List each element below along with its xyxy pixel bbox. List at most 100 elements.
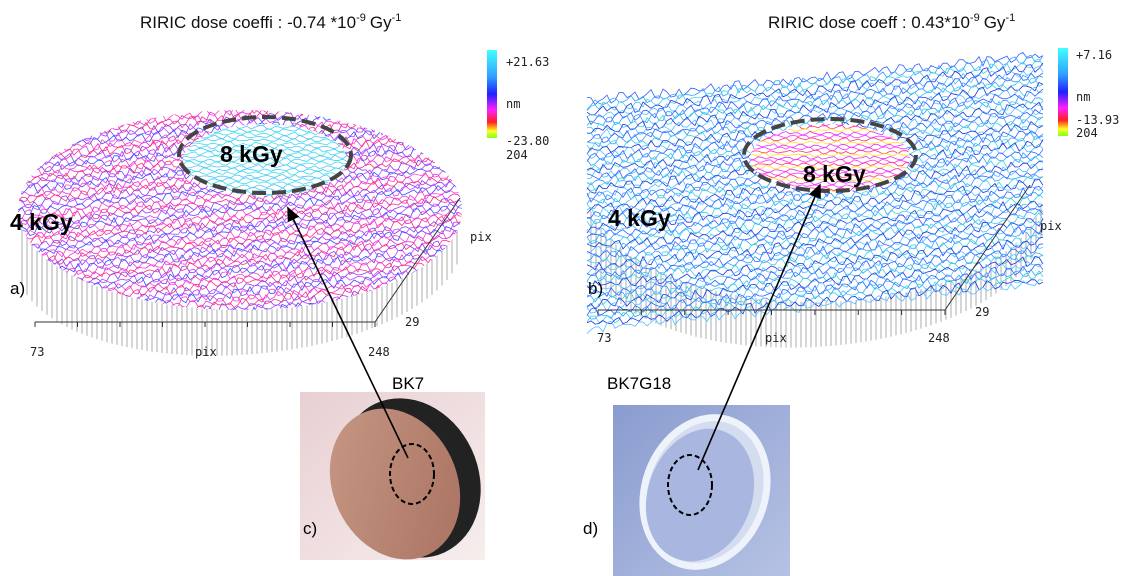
contour-line: [586, 270, 1044, 324]
contour-line: [586, 194, 1044, 247]
contour-line: [18, 169, 462, 223]
panel-title: RIRIC dose coeff : 0.43*10-9 Gy-1: [768, 12, 1015, 32]
inner-dose: 8 kGy: [220, 141, 283, 167]
contour-line: [586, 268, 1044, 320]
contour-line: [586, 254, 1044, 307]
colorbar-extra: 204: [506, 148, 528, 162]
photo-label: c): [303, 519, 317, 538]
colorbar-max: +7.16: [1076, 48, 1112, 62]
contour-line: [750, 152, 910, 158]
photo-name: BK7: [392, 374, 424, 393]
contour-line: [18, 270, 462, 310]
x-start: 73: [597, 331, 611, 345]
contour-line: [18, 225, 462, 277]
contour-line: [183, 141, 347, 147]
contour-line: [586, 206, 1044, 258]
panel-label: b): [588, 279, 603, 298]
contour-line: [750, 137, 910, 142]
contour-line: [183, 144, 347, 150]
contour-line: [586, 229, 1044, 282]
contour-line: [18, 202, 462, 254]
contour-line: [586, 175, 1044, 229]
x-end: 248: [928, 331, 950, 345]
contour-line: [586, 234, 1044, 284]
contour-line: [586, 86, 1044, 139]
photo-label: d): [583, 519, 598, 538]
contour-line: [750, 167, 910, 173]
arrow: [697, 183, 821, 471]
contour-line: [586, 51, 1044, 106]
contour-line: [183, 134, 347, 140]
contour-line: [18, 195, 462, 248]
contour-line: [183, 131, 347, 137]
colorbar: [487, 50, 497, 138]
contour-line: [750, 177, 910, 183]
contour-line: [586, 220, 1044, 275]
colorbar-min: -13.93: [1076, 113, 1119, 127]
contour-line: [18, 236, 462, 287]
contour-line: [183, 154, 347, 160]
contour-line: [18, 177, 462, 231]
contour-line: [183, 177, 347, 182]
contour-line: [18, 172, 462, 225]
colorbar-max: +21.63: [506, 55, 549, 69]
contour-line: [183, 170, 347, 176]
colorbar-extra: 204: [1076, 126, 1098, 140]
contour-line: [586, 212, 1044, 265]
contour-line: [586, 263, 1044, 317]
panel-label: a): [10, 279, 25, 298]
contour-line: [586, 77, 1044, 133]
y-label: pix: [1040, 219, 1062, 233]
outer-dose: 4 kGy: [608, 205, 671, 231]
contour-line: [586, 81, 1044, 134]
x-end: 248: [368, 345, 390, 359]
contour-line: [750, 146, 910, 152]
contour-line: [18, 197, 462, 250]
contour-line: [750, 155, 910, 161]
dose-circle: [177, 115, 353, 195]
contour-line: [586, 191, 1044, 245]
surface-plots: [18, 51, 1044, 356]
y-start: 29: [975, 305, 989, 319]
contour-line: [18, 211, 462, 263]
contour-line: [183, 157, 347, 163]
inner-bg: [183, 124, 347, 196]
contour-line: [586, 236, 1044, 291]
contour-line: [18, 232, 462, 284]
contour-line: [750, 189, 910, 192]
contour-line: [586, 178, 1044, 234]
surface: [18, 110, 462, 310]
inner-dose: 8 kGy: [803, 161, 866, 187]
contour-line: [750, 143, 910, 148]
contour-line: [586, 250, 1044, 303]
contour-line: [18, 218, 462, 272]
contour-line: [183, 160, 347, 166]
contour-line: [750, 164, 910, 170]
contour-line: [586, 62, 1044, 116]
contour-line: [586, 279, 1044, 334]
contour-line: [586, 260, 1044, 314]
contour-line: [586, 54, 1044, 110]
photo: [613, 405, 790, 576]
contour-line: [183, 147, 347, 153]
photo-name: BK7G18: [607, 374, 671, 393]
contour-line: [18, 241, 462, 296]
outer-dose: 4 kGy: [10, 209, 73, 235]
contour-line: [750, 174, 910, 179]
contour-line: [183, 164, 347, 169]
contour-line: [183, 138, 347, 143]
contour-line: [183, 167, 347, 173]
contour-line: [586, 279, 1044, 325]
colorbar-unit: nm: [506, 97, 520, 111]
contour-line: [586, 208, 1044, 263]
contour-line: [183, 174, 347, 179]
contour-line: [18, 203, 462, 258]
contour-line: [750, 158, 910, 164]
x-label: pix: [195, 345, 217, 359]
panel-title: RIRIC dose coeffi : -0.74 *10-9 Gy-1: [140, 12, 401, 32]
y-start: 29: [405, 315, 419, 329]
surface: [586, 51, 1044, 334]
colorbar-unit: nm: [1076, 90, 1090, 104]
contour-line: [586, 255, 1044, 310]
